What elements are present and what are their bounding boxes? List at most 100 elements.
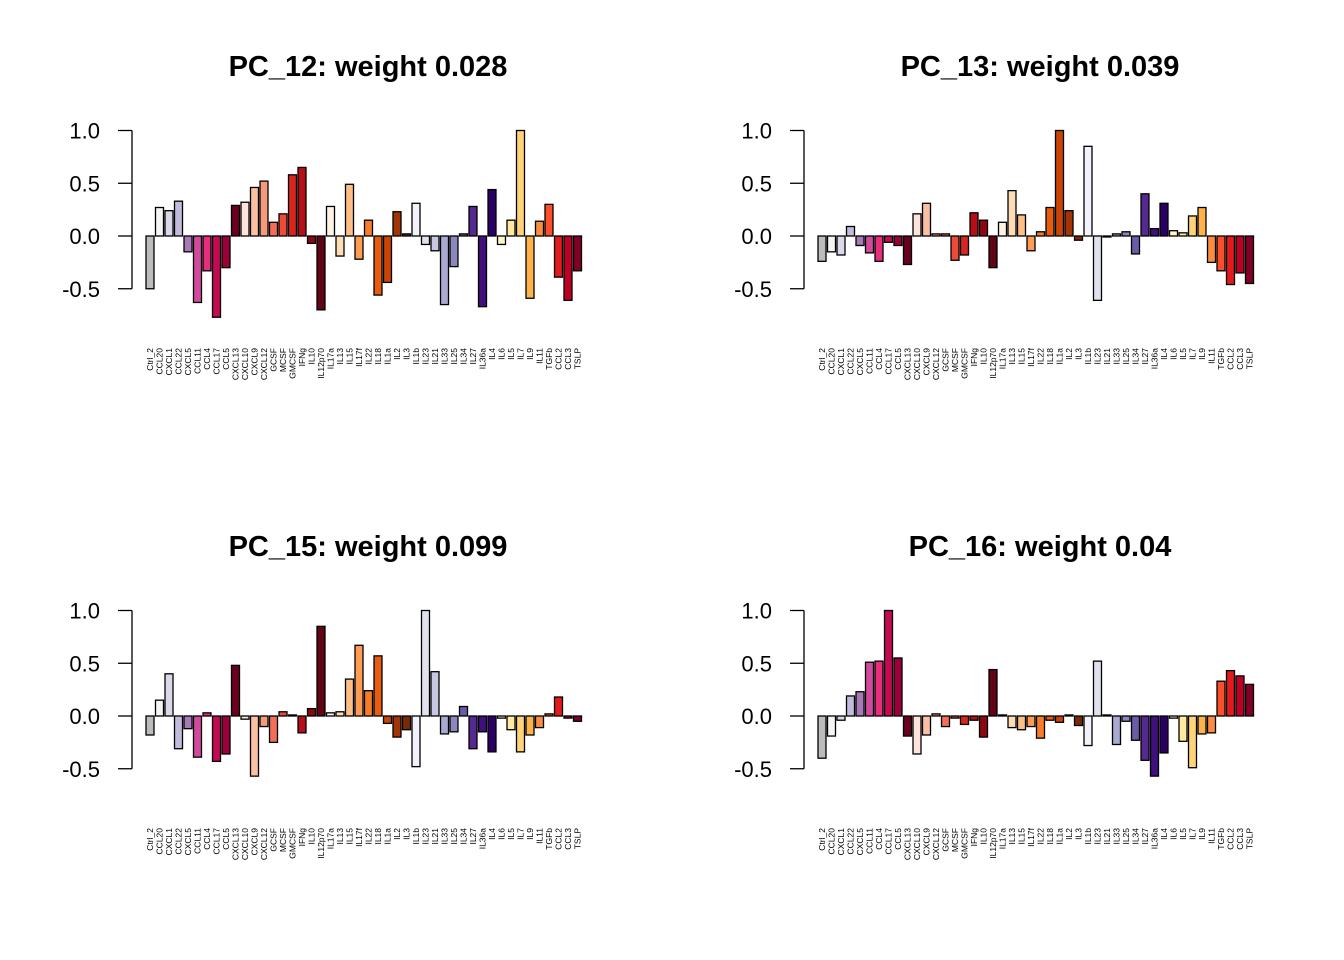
- x-tick-label: IL12p70: [988, 348, 998, 379]
- bar-tgfb: [544, 713, 554, 717]
- bar-il1b: [1083, 715, 1093, 747]
- x-tick-label: CXCL5: [855, 348, 865, 376]
- bar-il25: [449, 715, 459, 733]
- x-tick-label: IL17f: [1026, 827, 1036, 847]
- bar-il7: [515, 715, 526, 753]
- bar-il3: [1073, 715, 1084, 727]
- x-tick-label: GMCSF: [960, 828, 970, 859]
- bar-ccl17: [883, 609, 894, 717]
- bar-cxcl1: [164, 673, 174, 717]
- bar-il27: [468, 715, 478, 750]
- x-tick-label: IL3: [1074, 348, 1084, 360]
- x-tick-label: GMCSF: [960, 348, 970, 379]
- x-tick-label: IL23: [421, 348, 431, 365]
- x-tick-label: CCL11: [865, 348, 875, 374]
- bar-ifng: [969, 715, 979, 721]
- bar-ccl5: [893, 657, 903, 717]
- bar-ccl22: [173, 715, 184, 750]
- bar-ccl20: [154, 206, 165, 237]
- bar-il17a: [997, 714, 1008, 717]
- x-tick-label: IL7: [516, 348, 526, 360]
- x-tick-label: IL2: [1064, 348, 1074, 360]
- x-tick-label: IL33: [440, 348, 450, 365]
- bar-il9: [1197, 715, 1207, 735]
- x-tick-label: CCL20: [827, 828, 837, 855]
- bar-il12p70: [988, 235, 998, 269]
- y-tick-label: 0.0: [69, 224, 100, 249]
- bar-ccl11: [864, 235, 875, 254]
- bar-cxcl10: [912, 715, 922, 755]
- y-tick-label: 0.5: [741, 651, 772, 676]
- bar-il33: [1111, 233, 1122, 237]
- x-tick-label: IL11: [535, 828, 545, 844]
- bar-ccl22: [173, 200, 184, 237]
- bar-il3: [401, 715, 412, 731]
- bar-il34: [458, 705, 469, 717]
- bar-il6: [496, 715, 507, 719]
- x-tick-label: CXCL10: [912, 348, 922, 380]
- bar-il13: [1007, 189, 1017, 237]
- bar-il13: [1007, 715, 1017, 729]
- x-tick-label: CCL5: [221, 828, 231, 850]
- y-tick-label: 1.0: [69, 599, 100, 624]
- bar-gmcsf: [959, 235, 970, 256]
- bar-il2: [1064, 210, 1074, 237]
- x-tick-label: CXCL9: [922, 828, 932, 856]
- bar-il17f: [354, 644, 364, 717]
- bar-ifng: [297, 166, 307, 237]
- x-tick-label: GCSF: [269, 348, 279, 372]
- x-tick-label: CXCL12: [931, 348, 941, 380]
- x-tick-label: IL36a: [1150, 828, 1160, 850]
- bar-cxcl5: [183, 235, 193, 253]
- x-tick-label: CXCL9: [922, 348, 932, 376]
- bar-il4: [1159, 715, 1169, 754]
- x-tick-label: CCL17: [884, 348, 894, 375]
- bar-il7: [1187, 715, 1198, 769]
- x-tick-label: CCL3: [563, 348, 573, 370]
- x-tick-label: CXCL13: [903, 828, 913, 860]
- bar-il12p70: [988, 668, 998, 717]
- bar-il33: [439, 715, 450, 735]
- x-tick-label: IL15: [1017, 828, 1027, 845]
- bar-il5: [506, 715, 516, 731]
- bar-ccl2: [553, 235, 564, 278]
- x-tick-label: IL25: [449, 348, 459, 365]
- x-tick-label: CCL17: [212, 348, 222, 375]
- bar-il3: [401, 233, 412, 237]
- x-tick-label: IL7: [516, 828, 526, 840]
- bar-il17a: [997, 221, 1008, 237]
- x-tick-label: IL21: [430, 828, 440, 845]
- bar-il1b: [1083, 145, 1093, 237]
- bar-cxcl10: [912, 213, 922, 237]
- x-tick-label: IL15: [1017, 348, 1027, 365]
- x-tick-label: IL22: [1036, 348, 1046, 365]
- bar-mcsf: [950, 235, 960, 261]
- x-tick-label: IL15: [345, 828, 355, 845]
- bar-il12p70: [316, 625, 326, 717]
- bar-il22: [363, 219, 374, 237]
- bar-il6: [1168, 230, 1179, 237]
- bar-il23: [1092, 660, 1103, 717]
- bar-il7: [1187, 215, 1198, 237]
- x-tick-label: IL34: [1131, 828, 1141, 845]
- x-tick-label: GMCSF: [288, 348, 298, 379]
- bar-cxcl5: [183, 715, 193, 730]
- x-tick-label: IL1a: [383, 828, 393, 845]
- y-tick-label: 0.5: [69, 171, 100, 196]
- bar-cxcl13: [902, 715, 913, 737]
- x-tick-label: IL21: [430, 348, 440, 365]
- x-tick-label: IL27: [1140, 828, 1150, 845]
- x-tick-label: CXCL5: [183, 828, 193, 856]
- bar-ccl11: [192, 715, 203, 758]
- x-tick-label: IL12p70: [316, 828, 326, 859]
- bar-tslp: [1244, 683, 1255, 717]
- x-tick-label: IL27: [468, 348, 478, 365]
- x-tick-label: IL12p70: [988, 828, 998, 859]
- x-tick-label: IL18: [373, 828, 383, 845]
- x-tick-label: CCL2: [554, 828, 564, 850]
- bar-il21: [1102, 714, 1112, 717]
- bar-il9: [1197, 206, 1207, 237]
- bar-ccl11: [864, 661, 875, 717]
- x-tick-label: IL2: [1064, 828, 1074, 840]
